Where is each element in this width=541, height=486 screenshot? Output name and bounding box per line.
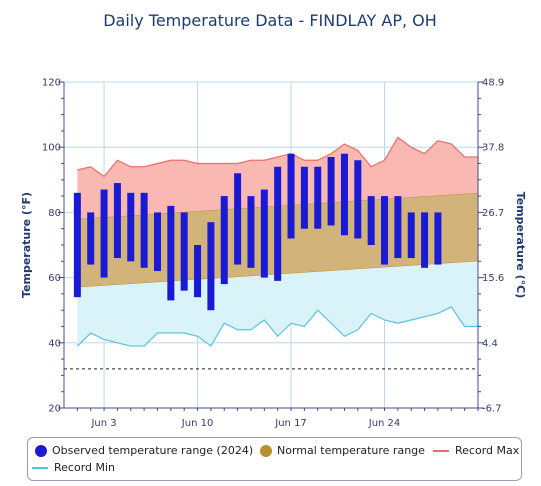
observed-bar-day-2 — [87, 212, 95, 265]
record-min-area — [76, 261, 479, 347]
legend-label-record-max: Record Max — [455, 444, 520, 457]
observed-bar-day-23 — [367, 196, 375, 245]
y-right-tick-label: 15.6 — [482, 273, 504, 284]
y-axis-right-title: Temperature (°C) — [514, 192, 527, 299]
observed-bar-day-16 — [274, 166, 282, 281]
observed-bar-day-4 — [113, 183, 121, 259]
x-tick-label: Jun 10 — [181, 418, 214, 429]
y-left-tick-label: 60 — [48, 273, 61, 284]
observed-range-bars — [73, 153, 442, 311]
observed-bar-day-25 — [394, 196, 402, 259]
observed-bar-day-20 — [327, 156, 335, 226]
observed-bar-day-15 — [260, 189, 268, 278]
record-max-line-icon — [433, 449, 449, 452]
observed-bar-day-1 — [73, 192, 81, 298]
observed-bar-day-24 — [381, 196, 389, 265]
temperature-chart: Daily Temperature Data - FINDLAY AP, OH … — [20, 11, 527, 430]
observed-bar-day-9 — [180, 212, 188, 291]
observed-bar-day-22 — [354, 160, 362, 239]
x-tick-label: Jun 24 — [368, 418, 401, 429]
observed-bar-day-21 — [340, 153, 348, 236]
y-left-tick-label: 100 — [42, 143, 61, 154]
record-max-line — [77, 136, 478, 178]
observed-bar-day-17 — [287, 153, 295, 239]
y-left-tick-label: 20 — [48, 404, 61, 415]
observed-bar-day-3 — [100, 189, 108, 278]
y-left-tick-label: 120 — [42, 78, 61, 89]
observed-bar-day-18 — [300, 166, 308, 229]
observed-bar-day-5 — [127, 192, 135, 262]
observed-bar-day-19 — [314, 166, 322, 229]
normal-dot-icon — [260, 444, 272, 457]
y-right-tick-label: -6.7 — [482, 404, 502, 415]
legend-item-observed[interactable]: Observed temperature range (2024) — [35, 444, 253, 457]
observed-bar-day-27 — [421, 212, 429, 268]
y-right-tick-label: 26.7 — [482, 208, 504, 219]
y-right-tick-label: 48.9 — [482, 78, 504, 89]
y-axis-left-title: Temperature (°F) — [20, 192, 33, 298]
observed-bar-day-8 — [167, 205, 175, 301]
x-tick-label: Jun 17 — [274, 418, 307, 429]
axes: 20 40 60 80 100 120 -6.7 4.4 15.6 26.7 37.8 48.9 Jun… — [42, 78, 504, 430]
observed-bar-day-10 — [194, 245, 202, 298]
observed-bar-day-28 — [434, 212, 442, 265]
observed-bar-day-14 — [247, 196, 255, 268]
y-right-tick-label: 37.8 — [482, 143, 504, 154]
observed-bar-day-11 — [207, 222, 215, 311]
observed-bar-day-26 — [407, 212, 415, 259]
observed-bar-day-13 — [234, 173, 242, 265]
legend-label-record-min: Record Min — [54, 461, 116, 474]
observed-dot-icon — [35, 444, 47, 457]
record-min-fill — [77, 261, 479, 347]
legend-item-record-max[interactable]: Record Max — [433, 444, 519, 457]
legend-label-observed: Observed temperature range (2024) — [52, 444, 254, 457]
y-left-tick-label: 40 — [48, 338, 61, 349]
observed-bar-day-12 — [220, 196, 228, 285]
chart-title: Daily Temperature Data - FINDLAY AP, OH — [103, 11, 437, 30]
legend-item-normal[interactable]: Normal temperature range — [260, 444, 425, 457]
observed-bar-day-6 — [140, 192, 148, 268]
y-left-tick-label: 80 — [48, 208, 61, 219]
legend-item-record-min[interactable]: Record Min — [32, 461, 115, 474]
legend-label-normal: Normal temperature range — [277, 444, 425, 457]
record-min-line — [76, 306, 478, 347]
observed-bar-day-7 — [153, 212, 161, 272]
record-min-line-icon — [32, 466, 48, 469]
x-tick-label: Jun 3 — [90, 418, 116, 429]
y-right-tick-label: 4.4 — [482, 338, 498, 349]
chart-legend: Observed temperature range (2024) Normal… — [27, 437, 522, 481]
